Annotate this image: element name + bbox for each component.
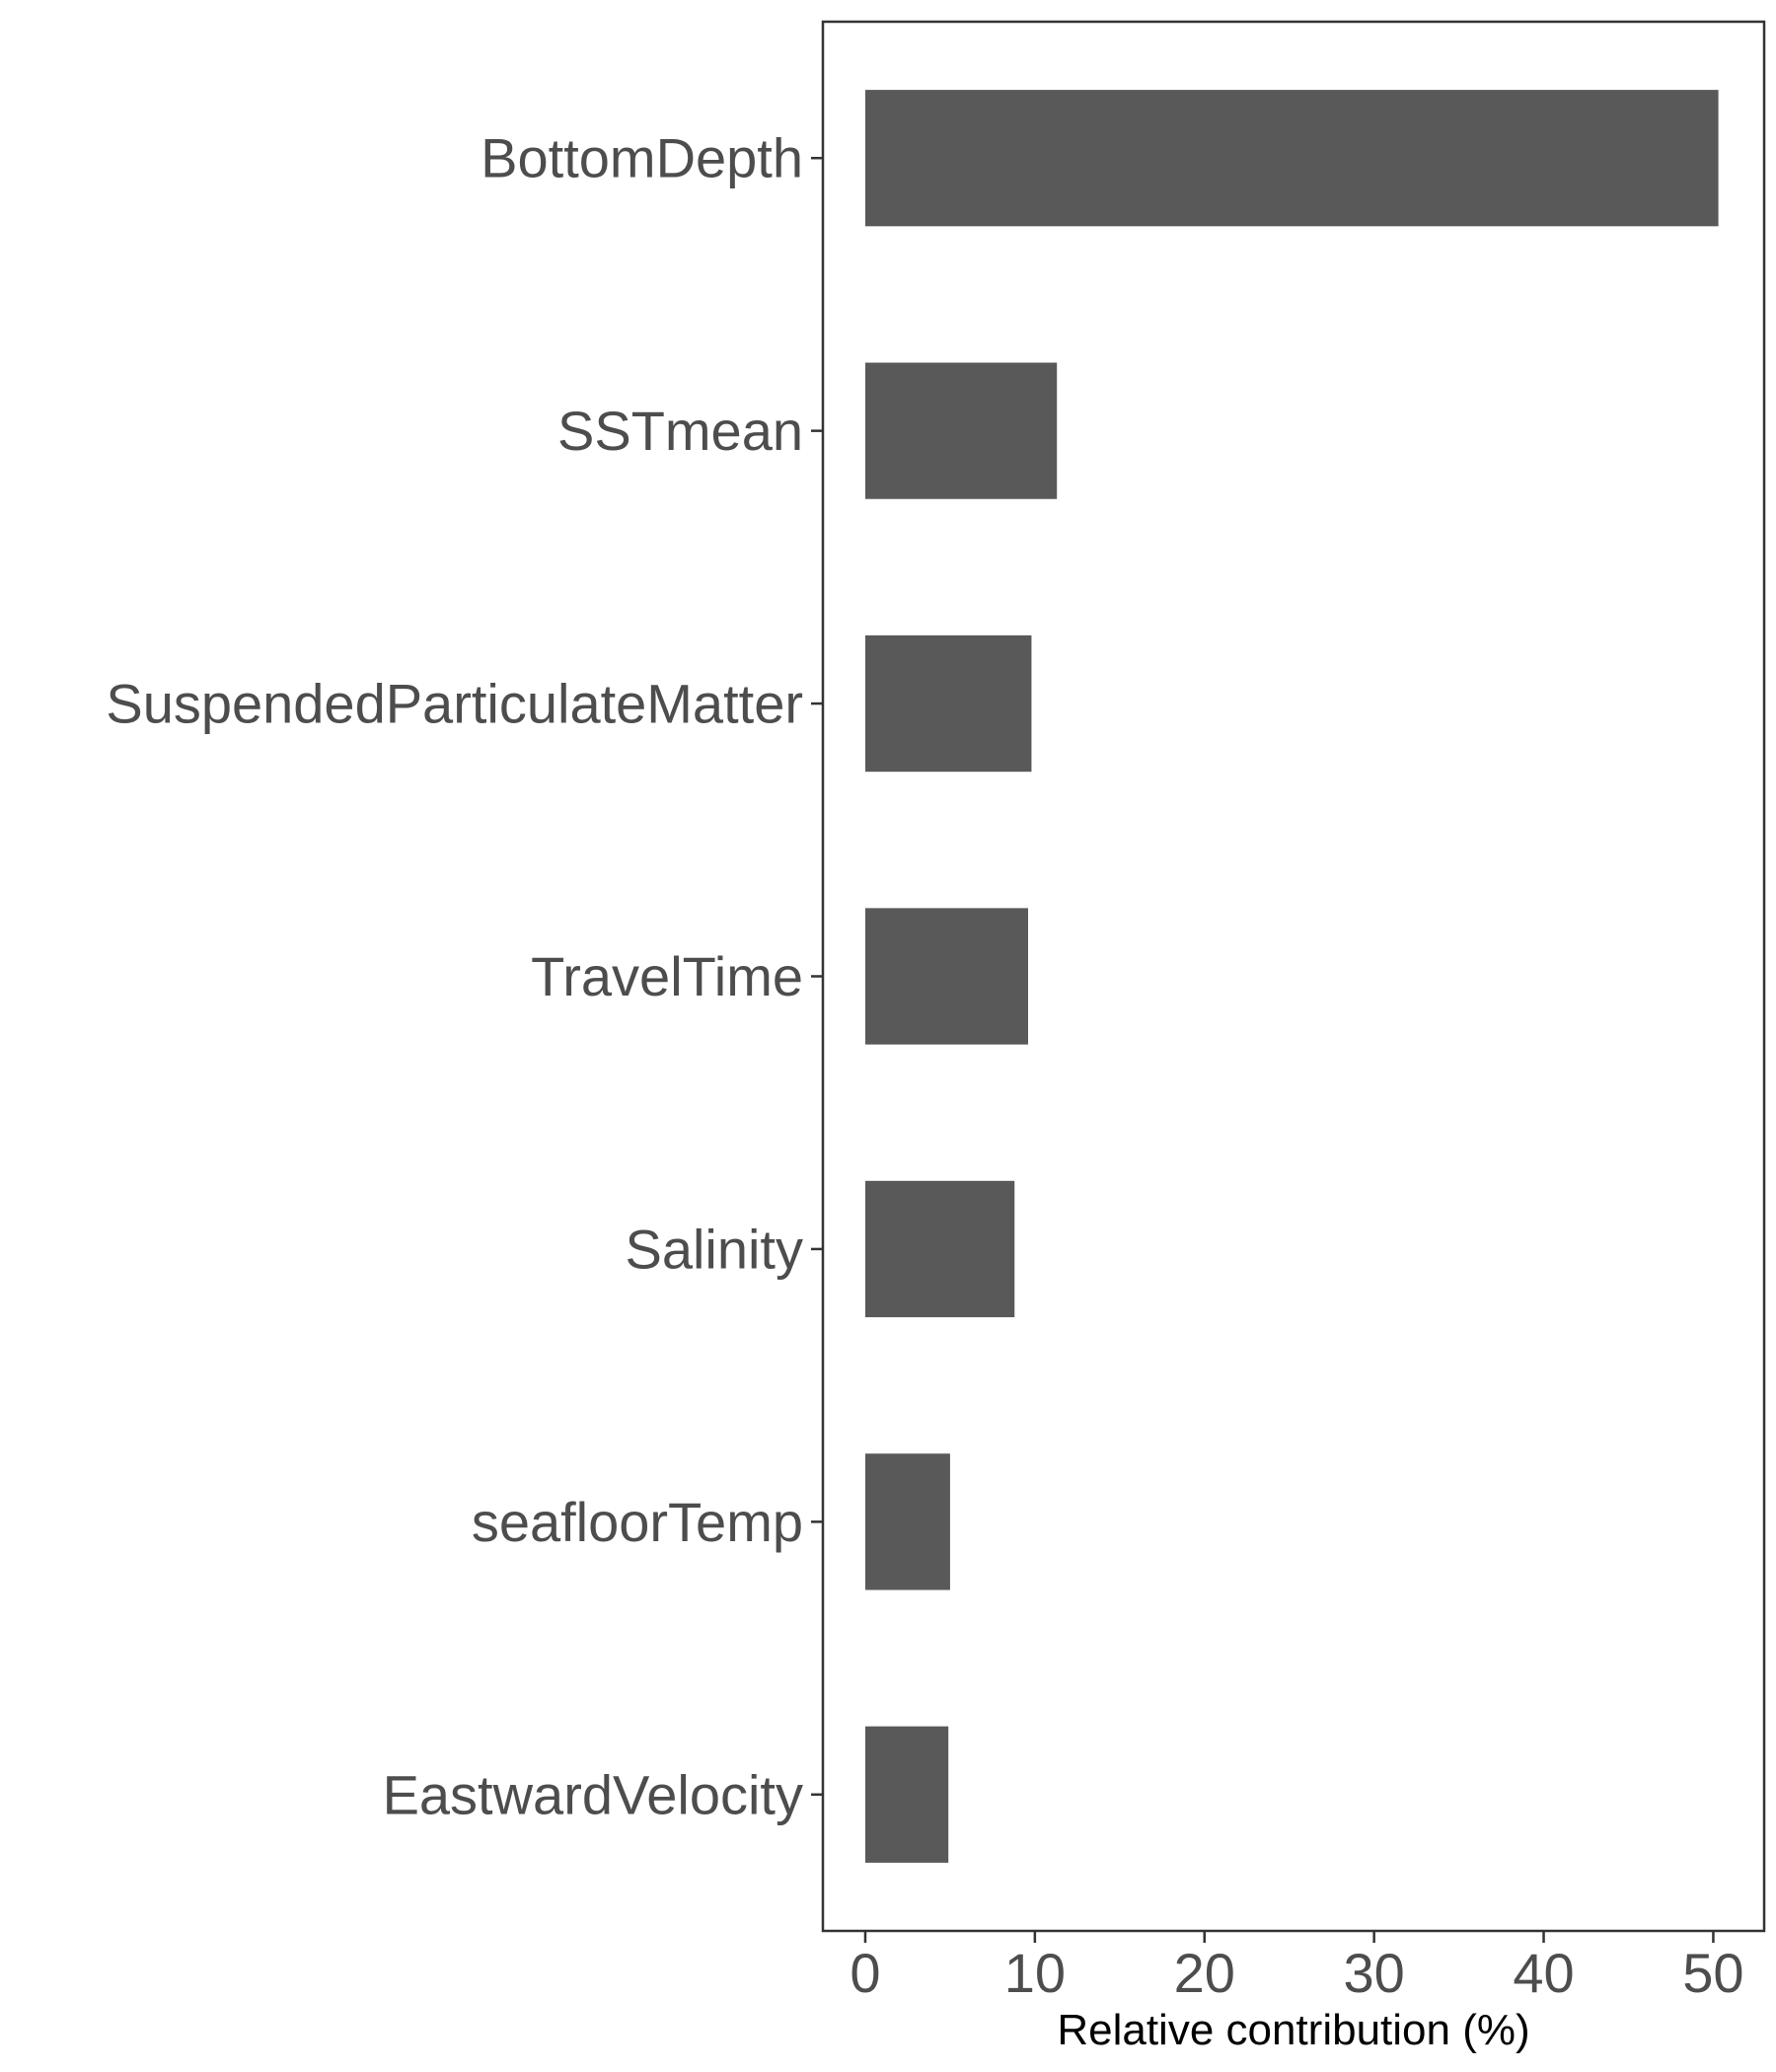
x-tick-label: 30 [1344,1942,1405,2004]
bar-eastward-velocity [864,1726,949,1863]
bar-salinity [864,1180,1015,1318]
y-tick-label: BottomDepth [481,127,803,189]
y-tick-label: SuspendedParticulateMatter [106,673,803,735]
x-axis: 0 10 20 30 40 50 [850,1931,1744,2004]
bar-travel-time [864,908,1028,1045]
bar-bottom-depth [864,90,1719,227]
y-tick-label: EastwardVelocity [383,1763,803,1825]
y-tick-label: TravelTime [531,945,803,1007]
bar-seafloor-temp [864,1453,950,1591]
x-tick-label: 20 [1174,1942,1235,2004]
y-tick-label: seafloorTemp [472,1491,803,1553]
x-axis-title: Relative contribution (%) [1057,2006,1529,2054]
bar-sstmean [864,362,1058,499]
x-tick-label: 0 [850,1942,880,2004]
x-tick-label: 50 [1682,1942,1743,2004]
y-tick-label: Salinity [625,1218,803,1280]
x-tick-label: 40 [1513,1942,1574,2004]
y-axis: BottomDepth SSTmean SuspendedParticulateMa… [106,127,823,1825]
x-tick-label: 10 [1004,1942,1066,2004]
bar-suspended-particulate-matter [864,634,1032,773]
y-tick-label: SSTmean [557,400,803,462]
bars-group [864,90,1719,1863]
